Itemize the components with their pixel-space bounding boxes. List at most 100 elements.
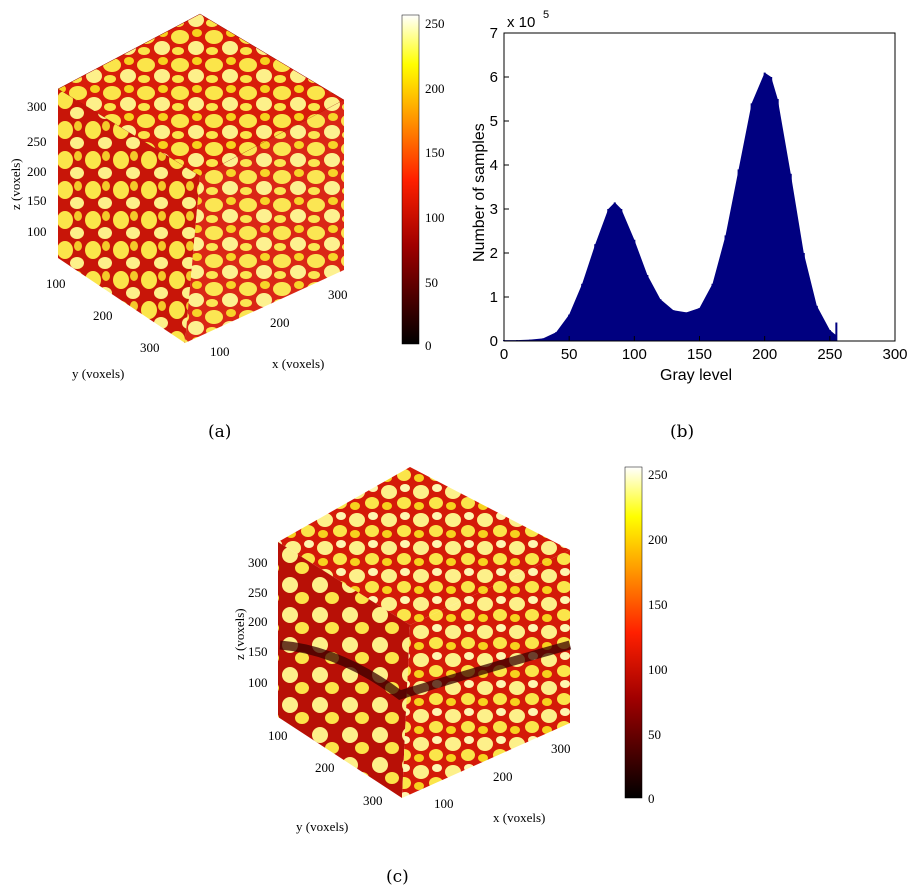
y-axis-label: Number of samples	[471, 123, 488, 262]
x-tick: 200	[493, 769, 513, 784]
y-tick-label: 5	[490, 113, 498, 130]
y-axis-label: y (voxels)	[72, 366, 124, 381]
histogram-bar	[607, 209, 610, 341]
y-tick: 200	[315, 760, 335, 775]
cube-plot-a: 300 250 200 150 100 z (voxels) 100 200 3…	[8, 13, 445, 381]
histogram-bar	[724, 235, 727, 341]
y-tick: 300	[363, 793, 383, 808]
plot-frame	[503, 32, 896, 342]
z-axis-c: 300 250 200 150 100 z (voxels)	[232, 555, 268, 690]
x-tick-label: 50	[561, 346, 578, 363]
x-tick: 100	[210, 344, 230, 359]
cbar-tick: 250	[648, 467, 668, 482]
x-tick-label: 200	[752, 346, 777, 363]
z-tick: 250	[27, 134, 47, 149]
colorbar-c	[624, 466, 643, 799]
cube-right-face	[185, 100, 344, 343]
y-axis-label: y (voxels)	[296, 819, 348, 834]
histogram-bar	[776, 99, 779, 341]
y-axis-a: 100 200 300 y (voxels)	[46, 276, 160, 381]
histogram-bar	[659, 299, 662, 341]
cbar-tick: 100	[425, 210, 445, 225]
x-tick: 300	[551, 741, 571, 756]
y-tick-label: 6	[490, 69, 498, 86]
histogram-marks	[503, 72, 838, 342]
histogram-bar	[828, 330, 831, 341]
x-tick-label: 0	[500, 346, 508, 363]
histogram-bar	[763, 72, 766, 341]
histogram-chart: 0 50 100 150 200 250 300 0 1 2 3 4 5 6 7 x 10 5 Gray l…	[471, 9, 908, 384]
histogram-area	[504, 72, 836, 341]
x-tick-label: 300	[882, 346, 907, 363]
cbar-tick: 100	[648, 662, 668, 677]
x-axis-label: Gray level	[660, 367, 732, 384]
z-tick: 100	[27, 224, 47, 239]
histogram-bar	[613, 202, 616, 341]
histogram-bar	[698, 308, 701, 341]
cbar-tick: 50	[425, 275, 438, 290]
x-tick-label: 150	[687, 346, 712, 363]
colorbar-ticks-a: 0 50 100 150 200 250	[425, 16, 445, 353]
histogram-bar	[835, 322, 838, 341]
histogram-bar	[834, 334, 837, 341]
cube-right-face	[402, 550, 570, 798]
histogram-bar	[711, 283, 714, 341]
colorbar-ticks-c: 0 50 100 150 200 250	[648, 467, 668, 806]
histogram-bar	[672, 310, 675, 341]
cbar-tick: 200	[648, 532, 668, 547]
crack-band	[279, 640, 572, 700]
x-axis-c: 100 200 300 x (voxels)	[434, 741, 571, 825]
cbar-tick: 0	[648, 791, 655, 806]
cbar-tick: 0	[425, 338, 432, 353]
z-axis-label: z (voxels)	[8, 158, 23, 210]
y-tick-label: 0	[490, 333, 498, 350]
histogram-bar	[633, 239, 636, 341]
x-tick: 200	[270, 315, 290, 330]
cbar-tick: 250	[425, 16, 445, 31]
histogram-bar	[620, 209, 623, 341]
z-axis-a: 300 250 200 150 100 z (voxels)	[8, 99, 47, 239]
y-tick-label: 3	[490, 201, 498, 218]
z-tick: 150	[248, 644, 268, 659]
cbar-tick: 150	[425, 145, 445, 160]
cbar-tick: 200	[425, 81, 445, 96]
z-axis-label: z (voxels)	[232, 608, 247, 660]
caption-a: (a)	[208, 422, 232, 442]
x-axis-a: 100 200 300 x (voxels)	[210, 287, 348, 371]
exponent-label: x 10	[507, 14, 535, 31]
z-tick: 100	[248, 675, 268, 690]
y-tick: 200	[93, 308, 113, 323]
y-tick-label: 1	[490, 289, 498, 306]
y-tick-label: 7	[490, 25, 498, 42]
colorbar-a	[401, 14, 420, 345]
z-tick: 150	[27, 193, 47, 208]
histogram-bar	[737, 169, 740, 341]
cube-left-face	[58, 89, 200, 343]
z-tick: 300	[27, 99, 47, 114]
x-axis-label: x (voxels)	[493, 810, 545, 825]
histogram-bar	[750, 103, 753, 342]
histogram-bar	[581, 283, 584, 341]
x-axis-label: x (voxels)	[272, 356, 324, 371]
x-tick-label: 250	[817, 346, 842, 363]
histogram-bar	[594, 244, 597, 341]
x-tick: 100	[434, 796, 454, 811]
histogram-bar	[555, 332, 558, 341]
figure-panel-c: 300 250 200 150 100 z (voxels) 100 200 3…	[220, 455, 690, 896]
cbar-tick: 50	[648, 727, 661, 742]
cube-plot-c: 300 250 200 150 100 z (voxels) 100 200 3…	[232, 466, 668, 834]
caption-c: (c)	[386, 867, 409, 887]
histogram-bar	[802, 253, 805, 341]
exponent-power: 5	[543, 9, 549, 21]
cube-top-face	[278, 467, 570, 625]
histogram-bar	[770, 77, 773, 341]
x-tick: 300	[328, 287, 348, 302]
x-tick-label: 100	[622, 346, 647, 363]
histogram-bar	[568, 314, 571, 341]
z-tick: 200	[27, 164, 47, 179]
histogram-bar	[685, 312, 688, 341]
caption-b: (b)	[670, 422, 695, 442]
y-tick: 300	[140, 340, 160, 355]
histogram-bar	[542, 338, 545, 341]
cube-left-face	[278, 542, 410, 798]
